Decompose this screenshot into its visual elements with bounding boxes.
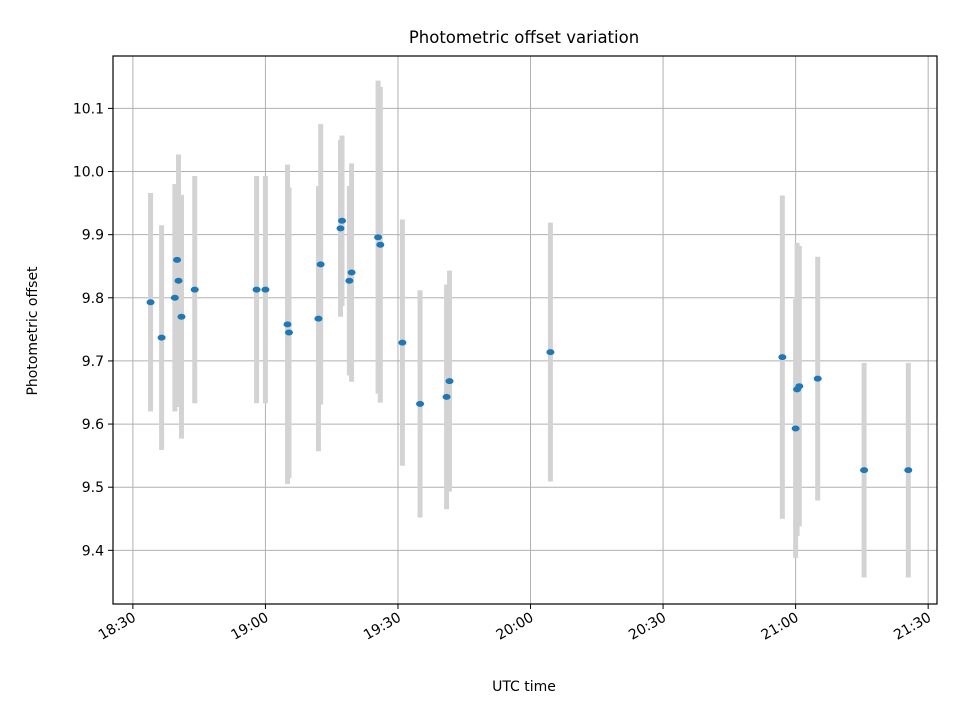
chart-title: Photometric offset variation [409,28,639,47]
data-point [338,217,347,224]
y-tick-label: 9.7 [82,354,104,370]
data-point [284,329,293,336]
data-point [157,334,166,341]
data-point [336,225,345,232]
data-point [345,277,354,284]
data-point [190,286,199,293]
data-point [347,269,356,276]
data-point [904,467,913,474]
data-point [261,286,270,293]
data-point [374,234,383,241]
data-point [173,256,182,263]
data-point [376,241,385,248]
data-point [860,467,869,474]
x-tick-label: 20:30 [626,610,669,644]
x-tick-label: 18:30 [96,610,139,644]
y-tick-label: 9.5 [82,480,104,496]
data-point [283,321,292,328]
data-point [170,294,179,301]
data-point [177,313,186,320]
y-axis-ticks: 9.4 9.5 9.6 9.7 9.8 9.9 10.0 10.1 [73,101,113,559]
plot-area-frame [112,55,938,605]
data-point [316,261,325,268]
x-tick-label: 21:30 [891,610,934,644]
y-tick-label: 10.1 [73,101,104,117]
data-point [314,315,323,322]
y-tick-label: 9.4 [82,543,104,559]
x-axis-label: UTC time [492,679,556,695]
data-points [146,217,913,474]
data-point [398,339,407,346]
y-tick-label: 10.0 [73,165,104,181]
data-point [813,375,822,382]
data-point [252,286,261,293]
y-axis-label: Photometric offset [25,266,41,396]
x-axis-ticks: 18:30 19:00 19:30 20:00 20:30 21:00 21:30 [96,604,934,644]
y-tick-label: 9.9 [82,228,104,244]
data-point [546,349,555,356]
x-tick-label: 21:00 [759,610,802,644]
data-point [442,393,451,400]
data-point [791,425,800,432]
data-point [146,299,155,306]
data-point [778,354,787,361]
error-bars [148,80,911,578]
y-tick-label: 9.8 [82,291,104,307]
x-tick-label: 19:00 [228,610,271,644]
data-point [795,383,804,390]
data-point [416,400,425,407]
data-point [174,277,183,284]
data-point [445,378,454,385]
grid-lines [113,56,937,604]
x-tick-label: 19:30 [361,610,404,644]
y-tick-label: 9.6 [82,417,104,433]
x-tick-label: 20:00 [494,610,537,644]
